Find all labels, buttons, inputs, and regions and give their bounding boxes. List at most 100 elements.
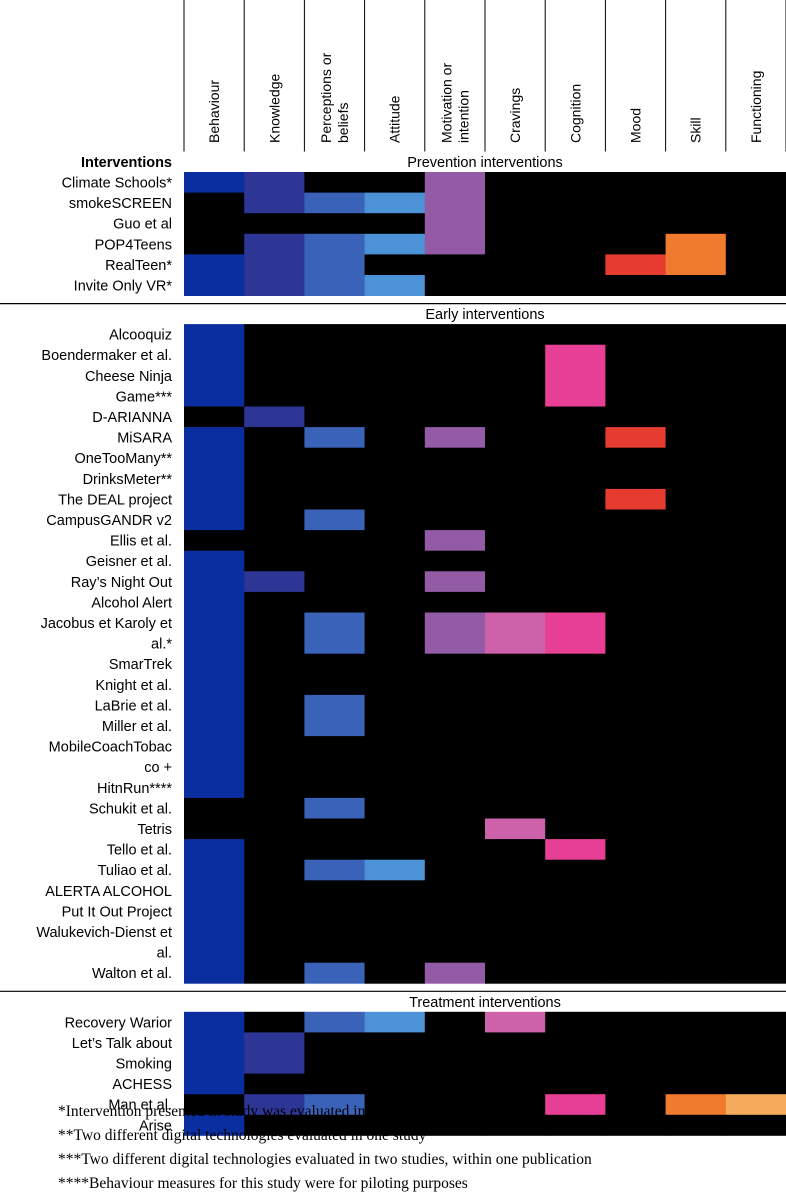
heatmap-cell-drinksmeter-perceptions-or-beliefs: [304, 468, 365, 490]
heatmap-cell-geisner-et-al-perceptions-or-beliefs: [304, 550, 365, 572]
heatmap-cell-mobilecoachtobac-co-functioning: [725, 736, 786, 778]
heatmap-cell-alerta-alcohol-functioning: [725, 880, 786, 902]
heatmap-cell-alcooquiz-attitude: [364, 324, 426, 346]
heatmap-cell-boendermaker-et-al-attitude: [364, 344, 426, 366]
heatmap-cell-geisner-et-al-attitude: [364, 550, 426, 572]
heatmap-cell-campusgandr-v2-cognition: [545, 509, 606, 531]
heatmap-cell-miller-et-al-functioning: [725, 715, 786, 737]
heatmap-cell-walton-et-al-behaviour: [184, 962, 245, 984]
heatmap-cell-smokescreen-cravings: [485, 192, 546, 214]
heatmap-cell-boendermaker-et-al-motivation-or-intention: [424, 344, 486, 366]
heatmap-cell-schukit-et-al-skill: [665, 797, 727, 819]
heatmap-cell-campusgandr-v2-functioning: [725, 509, 786, 531]
heatmap-cell-cheese-ninja-game-attitude: [364, 365, 426, 407]
heatmap-cell-guo-et-al-motivation-or-intention: [424, 213, 486, 235]
heatmap-cell-arise-cognition: [545, 1114, 606, 1136]
heatmap-cell-smartrek-cravings: [485, 653, 546, 675]
heatmap-cell-recovery-warior-cravings: [485, 1011, 546, 1033]
heatmap-cell-recovery-warior-functioning: [725, 1011, 786, 1033]
heatmap-cell-d-arianna-functioning: [725, 406, 786, 428]
heatmap-cell-smokescreen-behaviour: [184, 192, 245, 214]
heatmap-cell-alerta-alcohol-attitude: [364, 880, 426, 902]
heatmap-cell-arise-perceptions-or-beliefs: [304, 1114, 365, 1136]
heatmap-cell-recovery-warior-motivation-or-intention: [424, 1011, 486, 1033]
heatmap-cell-cheese-ninja-game-skill: [665, 365, 727, 407]
heatmap-cell-achess-cravings: [485, 1073, 546, 1095]
heatmap-cell-recovery-warior-knowledge: [244, 1011, 305, 1033]
heatmap-cell-tuliao-et-al-knowledge: [244, 859, 305, 881]
column-label-cognition: Cognition: [567, 84, 583, 143]
row-label-let-s-talk-about-smoking: Let’s Talk about: [72, 1036, 172, 1052]
row-label-knight-et-al: Knight et al.: [95, 678, 172, 694]
heatmap-cell-misara-behaviour: [184, 427, 245, 449]
heatmap-cell-let-s-talk-about-smoking-knowledge: [244, 1032, 305, 1074]
heatmap-cell-labrie-et-al-functioning: [725, 694, 786, 716]
heatmap-cell-walukevich-dienst-et-al-cognition: [545, 921, 606, 964]
row-label-boendermaker-et-al: Boendermaker et al.: [41, 348, 172, 364]
heatmap-cell-boendermaker-et-al-behaviour: [184, 344, 245, 366]
heatmap-cell-arise-skill: [665, 1114, 727, 1136]
heatmap-cell-alcohol-alert-mood: [605, 591, 666, 613]
heatmap-cell-ellis-et-al-cognition: [545, 530, 606, 552]
heatmap-cell-recovery-warior-cognition: [545, 1011, 606, 1033]
heatmap-cell-climate-schools-attitude: [364, 172, 426, 193]
heatmap-cell-climate-schools-cognition: [545, 172, 606, 193]
heatmap-cell-tuliao-et-al-behaviour: [184, 859, 245, 881]
heatmap-cell-onetoomany-knowledge: [244, 447, 305, 469]
heatmap-cell-tuliao-et-al-attitude: [364, 859, 426, 881]
heatmap-cell-pop4teens-skill: [665, 233, 727, 255]
heatmap-cell-drinksmeter-functioning: [725, 468, 786, 490]
heatmap-cell-walukevich-dienst-et-al-motivation-or-intention: [424, 921, 486, 964]
heatmap-cell-miller-et-al-perceptions-or-beliefs: [304, 715, 365, 737]
heatmap-cell-tuliao-et-al-skill: [665, 859, 727, 881]
heatmap-cell-d-arianna-attitude: [364, 406, 426, 428]
heatmap-cell-achess-behaviour: [184, 1073, 245, 1095]
heatmap-cell-tetris-attitude: [364, 818, 426, 840]
heatmap-cell-labrie-et-al-knowledge: [244, 694, 305, 716]
heatmap-cell-labrie-et-al-perceptions-or-beliefs: [304, 694, 365, 716]
heatmap-cell-alcohol-alert-skill: [665, 591, 727, 613]
heatmap-cell-guo-et-al-behaviour: [184, 213, 245, 235]
heatmap-cell-mobilecoachtobac-co-attitude: [364, 736, 426, 778]
heatmap-cell-mobilecoachtobac-co-cognition: [545, 736, 606, 778]
heatmap-cell-ellis-et-al-knowledge: [244, 530, 305, 552]
heatmap-cell-let-s-talk-about-smoking-attitude: [364, 1032, 426, 1074]
heatmap-cell-hitnrun-functioning: [725, 777, 786, 799]
heatmap-cell-pop4teens-functioning: [725, 233, 786, 255]
heatmap-cell-ellis-et-al-skill: [665, 530, 727, 552]
heatmap-cell-guo-et-al-skill: [665, 213, 727, 235]
heatmap-cell-tetris-behaviour: [184, 818, 245, 840]
heatmap-cell-achess-knowledge: [244, 1073, 305, 1095]
heatmap-cell-pop4teens-perceptions-or-beliefs: [304, 233, 365, 255]
heatmap-cell-tello-et-al-skill: [665, 839, 727, 861]
heatmap-cell-cheese-ninja-game-cravings: [485, 365, 546, 407]
heatmap-cell-boendermaker-et-al-functioning: [725, 344, 786, 366]
row-label-tetris: Tetris: [137, 822, 172, 838]
row-label-jacobus-et-karoly-et-al: al.*: [151, 637, 172, 653]
heatmap-cell-let-s-talk-about-smoking-mood: [605, 1032, 666, 1074]
heatmap-cell-campusgandr-v2-cravings: [485, 509, 546, 531]
heatmap-cell-put-it-out-project-cognition: [545, 900, 606, 922]
heatmap-cell-knight-et-al-perceptions-or-beliefs: [304, 674, 365, 696]
heatmap-cell-tello-et-al-cravings: [485, 839, 546, 861]
row-label-alerta-alcohol: ALERTA ALCOHOL: [45, 884, 172, 900]
heatmap-cell-tetris-functioning: [725, 818, 786, 840]
heatmap-cell-tetris-motivation-or-intention: [424, 818, 486, 840]
heatmap-cell-put-it-out-project-mood: [605, 900, 666, 922]
row-label-pop4teens: POP4Teens: [95, 237, 172, 253]
row-label-tuliao-et-al: Tuliao et al.: [98, 863, 172, 879]
row-label-the-deal-project: The DEAL project: [58, 492, 172, 508]
heatmap-cell-hitnrun-knowledge: [244, 777, 305, 799]
heatmap-cell-let-s-talk-about-smoking-behaviour: [184, 1032, 245, 1074]
heatmap-cell-tuliao-et-al-cravings: [485, 859, 546, 881]
section-title-prevention-interventions: Prevention interventions: [407, 155, 563, 171]
heatmap-cell-walton-et-al-skill: [665, 962, 727, 984]
section-title-treatment-interventions: Treatment interventions: [409, 995, 561, 1011]
heatmap-cell-jacobus-et-karoly-et-al-functioning: [725, 612, 786, 655]
heatmap-cell-walton-et-al-perceptions-or-beliefs: [304, 962, 365, 984]
heatmap-cell-man-et-al-attitude: [364, 1094, 426, 1116]
heatmap-cell-man-et-al-cognition: [545, 1094, 606, 1116]
heatmap-cell-pop4teens-motivation-or-intention: [424, 233, 486, 255]
heatmap-cell-alerta-alcohol-mood: [605, 880, 666, 902]
